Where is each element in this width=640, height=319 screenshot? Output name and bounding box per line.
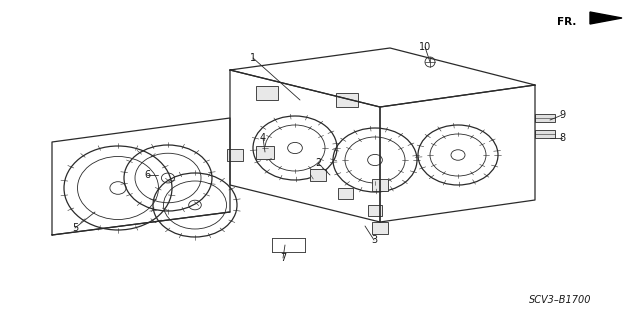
Bar xyxy=(256,146,274,159)
Text: 5: 5 xyxy=(72,223,78,233)
Text: 3: 3 xyxy=(371,235,377,245)
Bar xyxy=(368,205,382,216)
Text: SCV3–B1700: SCV3–B1700 xyxy=(529,295,591,305)
Text: 8: 8 xyxy=(559,133,565,143)
Bar xyxy=(227,149,243,161)
Bar xyxy=(310,169,326,181)
Text: 9: 9 xyxy=(559,110,565,120)
Text: 2: 2 xyxy=(315,158,321,168)
Bar xyxy=(535,114,555,122)
Bar xyxy=(256,86,278,100)
Text: 7: 7 xyxy=(280,253,286,263)
Text: 4: 4 xyxy=(260,133,266,143)
Bar xyxy=(535,130,555,138)
Text: 1: 1 xyxy=(250,53,256,63)
Bar xyxy=(372,222,388,234)
Polygon shape xyxy=(590,12,622,24)
Text: 10: 10 xyxy=(419,42,431,52)
Bar xyxy=(338,188,353,199)
Text: 6: 6 xyxy=(144,170,150,180)
Bar xyxy=(336,93,358,107)
Text: FR.: FR. xyxy=(557,17,576,27)
Bar xyxy=(372,179,388,191)
